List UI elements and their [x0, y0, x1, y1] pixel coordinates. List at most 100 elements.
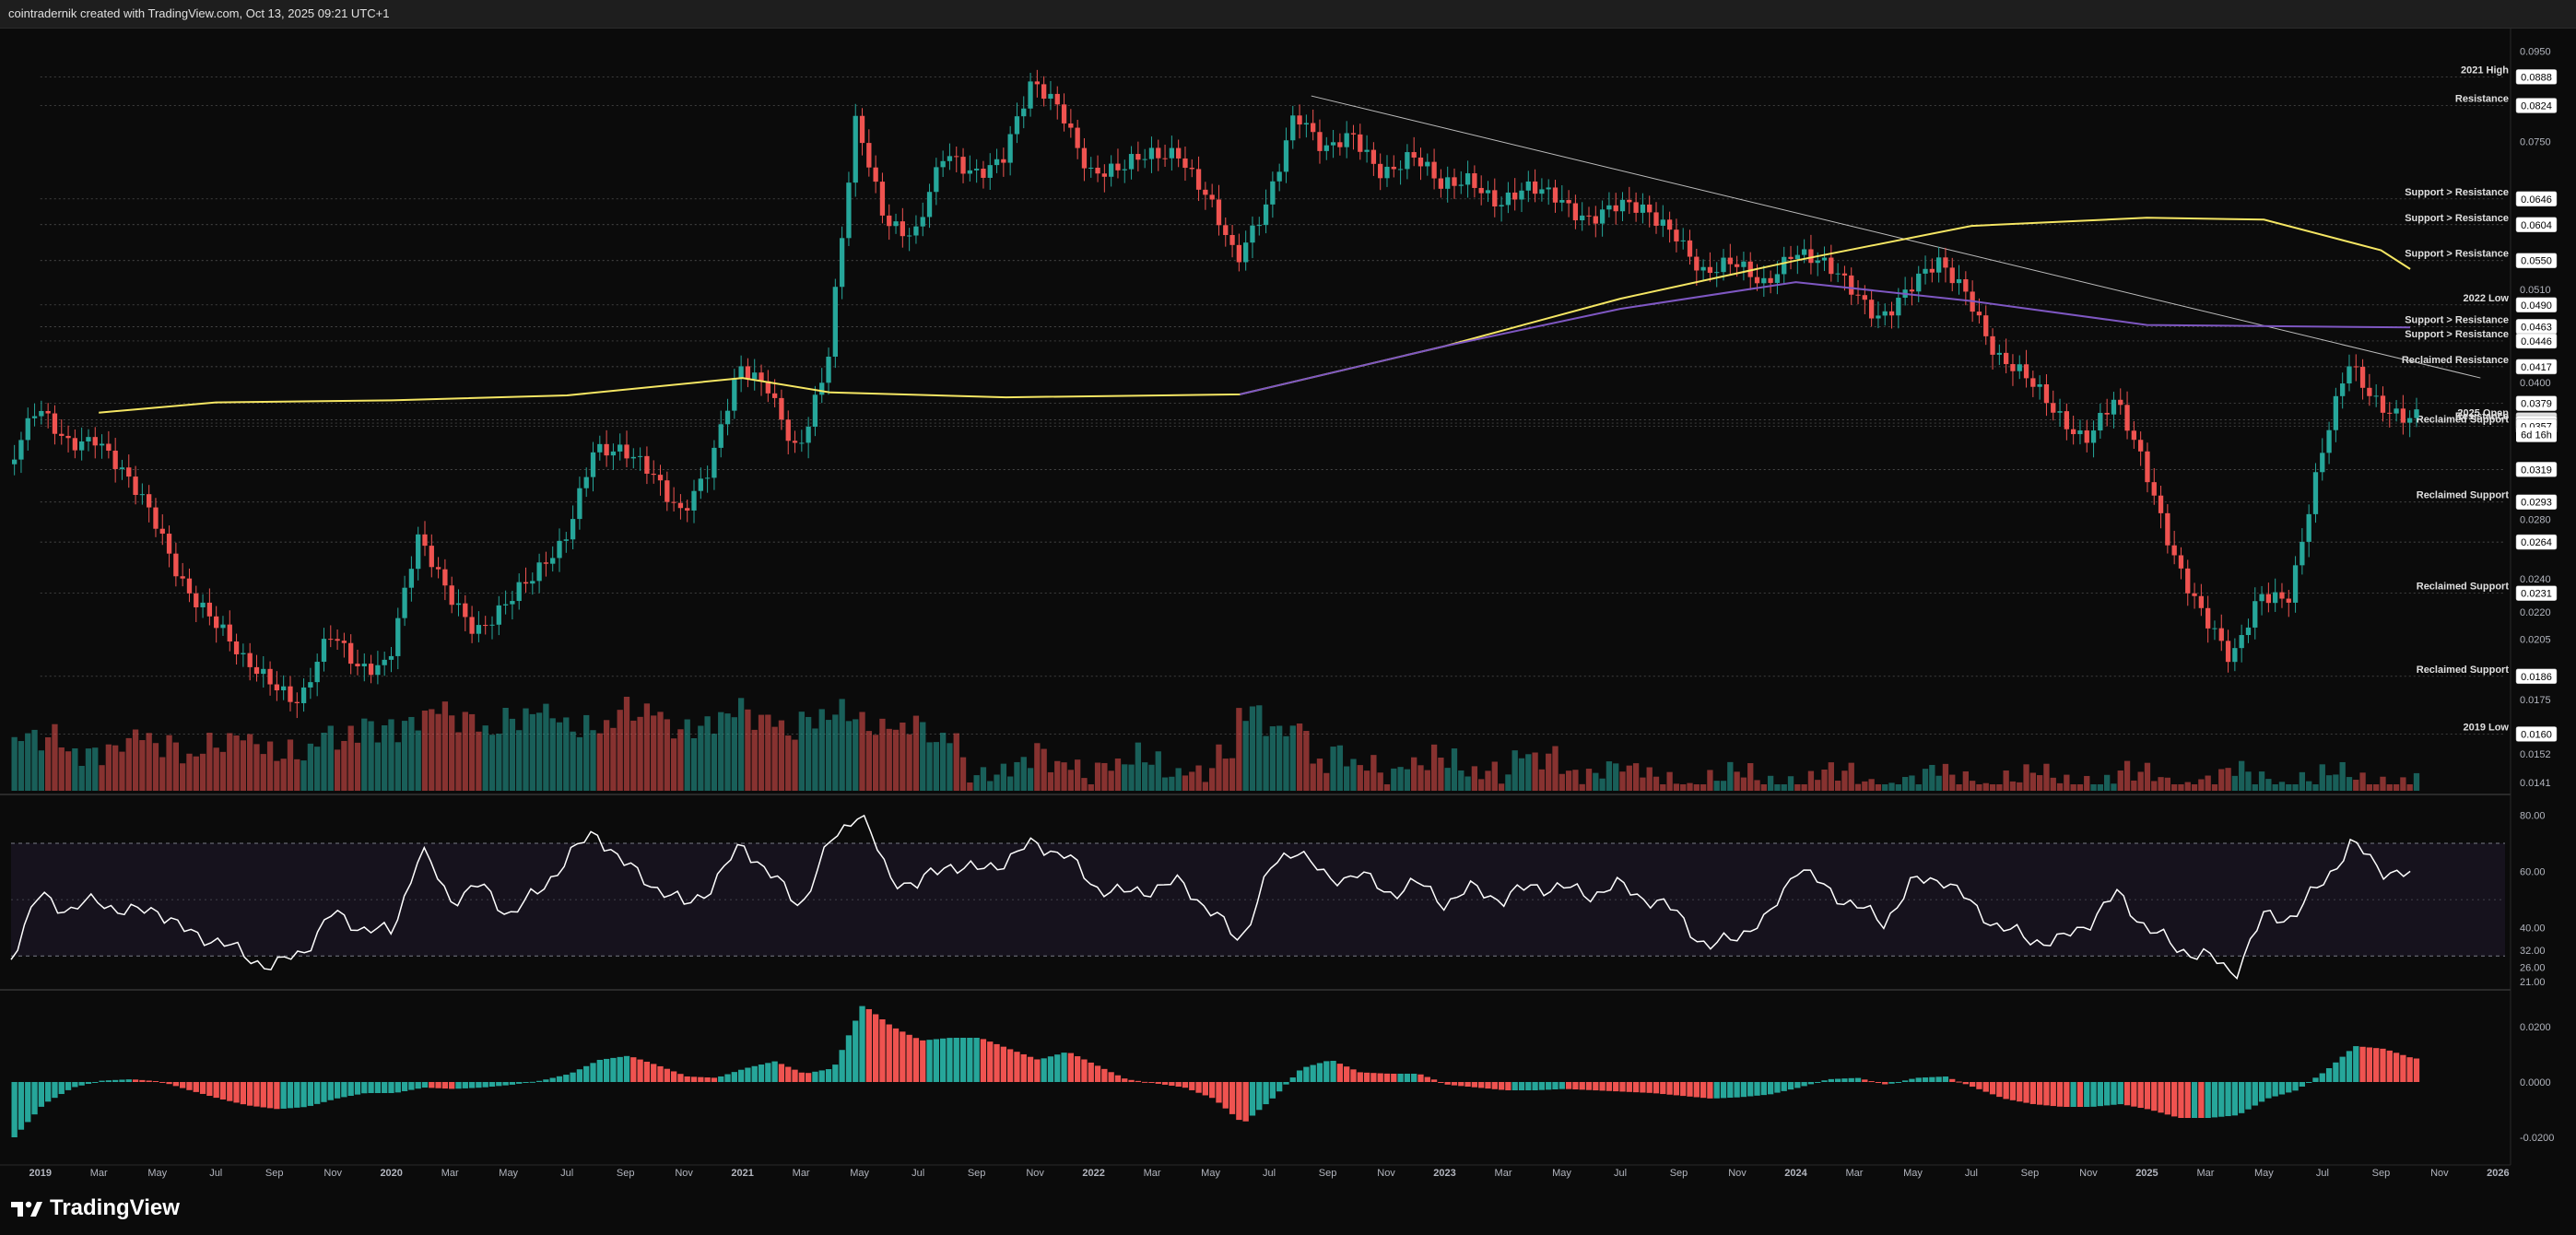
volume-bar [690, 738, 698, 791]
ao-bar [758, 1064, 765, 1082]
candle-body [718, 424, 723, 448]
ao-bar [2056, 1082, 2064, 1107]
volume-legend[interactable]: Vol · ETH 7.61 K [15, 48, 97, 61]
ao-bar [1034, 1059, 1041, 1082]
ao-bar [2406, 1057, 2413, 1082]
ao-bar [2171, 1082, 2178, 1117]
volume-bar [1585, 769, 1593, 791]
rsi-legend[interactable]: RSI (14, close) 57.84 ∅ ∅ ∅ ∅ [15, 801, 170, 814]
volume-bar [1114, 759, 1122, 791]
ao-bar [1383, 1073, 1391, 1082]
time-tick-label: Sep [2021, 1168, 2040, 1179]
price-label-box [2515, 585, 2558, 601]
candle-body [1613, 205, 1618, 212]
time-tick-label: Jul [2316, 1168, 2329, 1179]
volume-label[interactable]: Vol · ETH [15, 48, 63, 61]
candle-body [1963, 278, 1969, 292]
candle-body [630, 456, 636, 459]
ao-bar [159, 1081, 166, 1083]
ao-bar [1006, 1049, 1014, 1082]
ao-bar [2312, 1077, 2319, 1082]
price-tick-label: 0.0220 [2520, 607, 2551, 618]
time-tick-label: Sep [617, 1168, 635, 1179]
candle-body [981, 169, 986, 178]
volume-bar [2346, 777, 2353, 791]
time-tick-label: May [1201, 1168, 1220, 1179]
rsi-tick-label: 60.00 [2520, 867, 2546, 878]
ao-bar [853, 1020, 859, 1082]
ao-bar [737, 1069, 745, 1082]
volume-bar [853, 719, 859, 791]
price-label-value: 0.0360 [2521, 418, 2552, 429]
ao-bar [778, 1064, 785, 1082]
sma360-label[interactable]: SMA (360, close) [15, 63, 100, 76]
sma200-label[interactable]: SMA (200, close) [15, 77, 100, 90]
ao-label[interactable]: AO [15, 996, 31, 1009]
candle-body [973, 169, 980, 171]
rsi-label[interactable]: RSI (14, close) [15, 801, 88, 814]
ao-bar [1094, 1065, 1101, 1082]
volume-bar [1760, 784, 1767, 791]
volume-bar [2184, 782, 2191, 791]
volume-bar [1471, 766, 1478, 791]
tradingview-logo[interactable]: TradingView [11, 1194, 180, 1222]
ao-bar [394, 1082, 401, 1093]
ao-bar [798, 1072, 805, 1082]
ao-bar [1276, 1082, 1283, 1092]
ao-bar [1296, 1070, 1303, 1082]
volume-bar [535, 712, 543, 791]
candle-body [1189, 168, 1194, 170]
volume-bar [1613, 763, 1619, 791]
candle-body [2084, 430, 2089, 443]
ao-bar [2023, 1082, 2029, 1103]
candle-body [99, 443, 105, 446]
candle-body [1694, 256, 1700, 271]
ao-bar [2211, 1082, 2218, 1118]
volume-bar [1989, 784, 1996, 791]
ao-bar [2366, 1047, 2373, 1082]
symbol-name[interactable]: Ethereum / Bitcoin · 1W · Binance [15, 33, 182, 46]
volume-bar [549, 718, 556, 791]
candle-body [906, 235, 912, 237]
volume-bar [778, 720, 785, 791]
volume-bar [1525, 754, 1532, 791]
candle-body [1599, 209, 1606, 224]
volume-bar [1707, 770, 1713, 791]
candle-body [1849, 275, 1854, 295]
ao-bar [429, 1082, 435, 1088]
volume-bar [1430, 744, 1438, 791]
volume-bar [2076, 784, 2084, 791]
candle-body [1492, 190, 1498, 207]
candle-body [2265, 594, 2272, 604]
ao-bar [58, 1082, 65, 1095]
candle-body [570, 519, 576, 540]
ao-bar [549, 1077, 556, 1082]
candle-body [779, 397, 784, 420]
time-tick-label: 2025 [2135, 1168, 2158, 1179]
ao-bar [677, 1074, 684, 1082]
candle-body [2030, 378, 2036, 387]
volume-bar [1128, 764, 1135, 791]
volume-bar [1606, 761, 1613, 791]
volume-bar [959, 757, 967, 791]
ao-bar [859, 1006, 865, 1082]
volume-bar [1747, 763, 1754, 791]
sma360-legend[interactable]: SMA (360, close) 0.0462 [15, 63, 135, 76]
volume-bar [429, 709, 435, 791]
symbol-legend[interactable]: Ethereum / Bitcoin · 1W · Binance O0.036… [15, 33, 452, 46]
volume-bar [1417, 765, 1424, 791]
sma200-legend[interactable]: SMA (200, close) 0.0538 [15, 77, 135, 90]
ao-legend[interactable]: AO 0.0085 [15, 996, 67, 1009]
volume-bar [798, 712, 805, 791]
price-tick-label: 0.0280 [2520, 515, 2551, 526]
candle-body [657, 475, 664, 481]
volume-bar [1982, 782, 1989, 791]
currency-button[interactable]: BTC [2522, 29, 2564, 50]
time-tick-label: Jul [209, 1168, 222, 1179]
sma200-line [99, 217, 2411, 414]
ao-bar [805, 1073, 812, 1082]
candle-body [1223, 225, 1229, 235]
candle-body [1841, 273, 1848, 276]
candle-body [1021, 108, 1027, 117]
